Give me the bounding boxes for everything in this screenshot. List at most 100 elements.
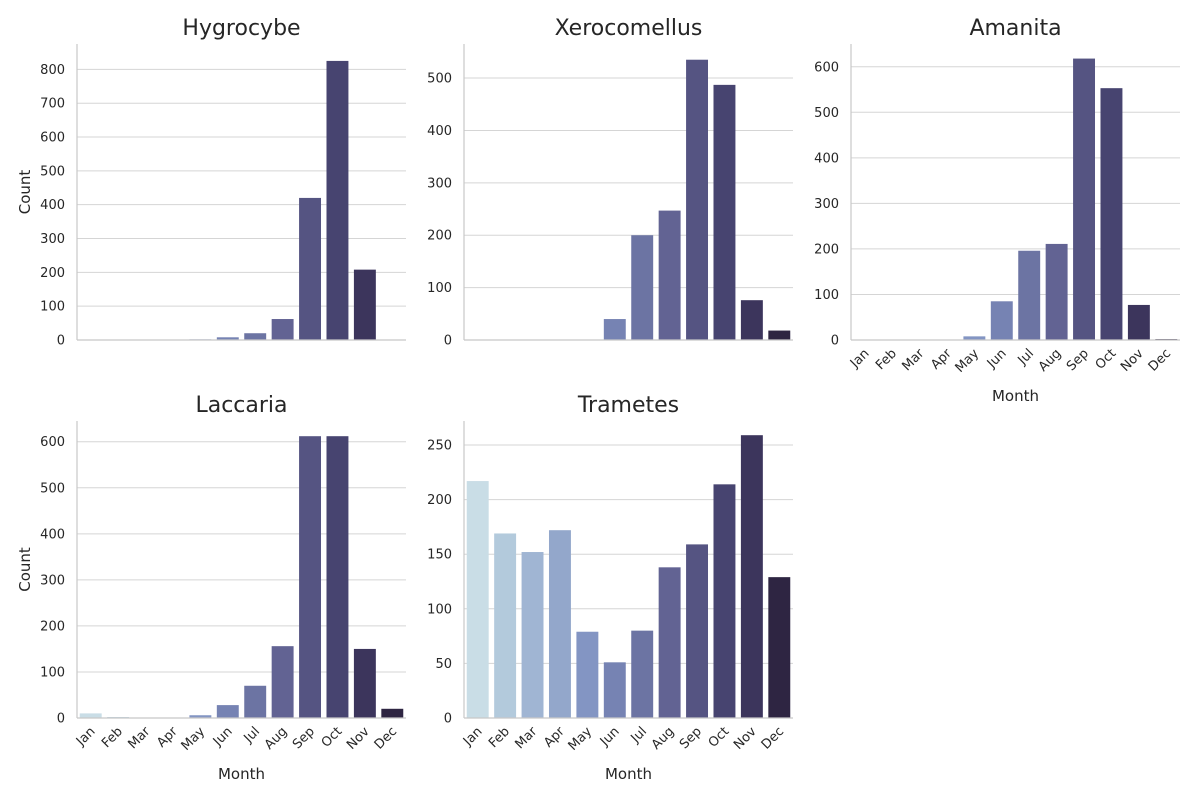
y-tick-label: 100 bbox=[427, 602, 452, 617]
y-tick-label: 0 bbox=[444, 712, 452, 727]
y-tick-label: 500 bbox=[814, 106, 839, 121]
x-tick-label: Feb bbox=[873, 346, 900, 373]
y-tick-label: 100 bbox=[40, 665, 65, 680]
x-tick-label: Jan bbox=[73, 724, 98, 749]
x-axis-label: Month bbox=[992, 387, 1039, 405]
x-tick-label: Jun bbox=[210, 724, 236, 750]
y-tick-label: 300 bbox=[40, 232, 65, 247]
bar-oct bbox=[326, 61, 348, 340]
x-tick-label: Mar bbox=[899, 346, 927, 374]
y-tick-label: 0 bbox=[831, 334, 839, 349]
bar-nov bbox=[1128, 305, 1150, 340]
y-tick-label: 250 bbox=[427, 439, 452, 454]
bar-mar bbox=[522, 552, 544, 718]
x-tick-label: Aug bbox=[262, 724, 291, 753]
y-tick-label: 0 bbox=[57, 712, 65, 727]
bar-oct bbox=[1100, 88, 1122, 340]
bar-nov bbox=[354, 649, 376, 718]
x-axis-label: Month bbox=[218, 765, 265, 783]
bar-sep bbox=[1073, 59, 1095, 340]
bar-jun bbox=[217, 705, 239, 718]
bar-sep bbox=[299, 436, 321, 718]
x-tick-label: Apr bbox=[541, 724, 568, 751]
bar-jul bbox=[1018, 251, 1040, 340]
bar-aug bbox=[272, 646, 294, 718]
x-tick-label: May bbox=[953, 346, 983, 376]
bar-apr bbox=[549, 530, 571, 718]
x-tick-label: Jun bbox=[984, 346, 1010, 372]
bar-sep bbox=[686, 544, 708, 718]
bar-nov bbox=[741, 300, 763, 340]
bar-jun bbox=[991, 301, 1013, 340]
bar-oct bbox=[713, 484, 735, 718]
bar-aug bbox=[659, 211, 681, 340]
bar-jun bbox=[604, 319, 626, 340]
x-tick-label: Mar bbox=[512, 724, 540, 752]
bar-jan bbox=[80, 713, 102, 718]
y-tick-label: 200 bbox=[427, 493, 452, 508]
x-tick-label: Mar bbox=[125, 724, 153, 752]
y-tick-label: 500 bbox=[40, 164, 65, 179]
x-tick-label: Sep bbox=[677, 724, 705, 752]
bar-jul bbox=[244, 686, 266, 718]
y-tick-label: 800 bbox=[40, 63, 65, 78]
chart-title: Laccaria bbox=[195, 393, 287, 418]
x-axis-label: Month bbox=[605, 765, 652, 783]
bar-aug bbox=[659, 567, 681, 718]
x-tick-label: Jan bbox=[460, 724, 485, 749]
y-axis-label: Count bbox=[16, 547, 34, 592]
x-tick-label: Sep bbox=[290, 724, 318, 752]
x-tick-label: May bbox=[566, 724, 596, 754]
bar-may bbox=[576, 632, 598, 718]
x-tick-label: Dec bbox=[1146, 346, 1174, 374]
chart-title: Hygrocybe bbox=[182, 16, 300, 41]
y-tick-label: 200 bbox=[40, 266, 65, 281]
x-tick-label: Oct bbox=[319, 724, 346, 751]
x-tick-label: Jul bbox=[1015, 346, 1037, 368]
bar-jan bbox=[467, 481, 489, 718]
bar-oct bbox=[326, 436, 348, 718]
y-tick-label: 200 bbox=[427, 229, 452, 244]
y-tick-label: 600 bbox=[40, 435, 65, 450]
x-tick-label: Nov bbox=[1118, 346, 1147, 375]
bar-sep bbox=[686, 60, 708, 340]
x-tick-label: Jul bbox=[241, 724, 263, 746]
x-tick-label: Aug bbox=[1036, 346, 1065, 375]
y-tick-label: 300 bbox=[814, 197, 839, 212]
x-tick-label: Jan bbox=[847, 346, 872, 371]
bar-aug bbox=[1046, 244, 1068, 340]
bar-jul bbox=[631, 235, 653, 340]
x-tick-label: Aug bbox=[649, 724, 678, 753]
x-tick-label: Sep bbox=[1064, 346, 1092, 374]
y-tick-label: 400 bbox=[40, 527, 65, 542]
bar-oct bbox=[713, 85, 735, 340]
y-tick-label: 500 bbox=[40, 481, 65, 496]
bar-feb bbox=[494, 533, 516, 718]
y-tick-label: 0 bbox=[444, 334, 452, 349]
y-tick-label: 700 bbox=[40, 97, 65, 112]
bar-nov bbox=[354, 270, 376, 340]
y-tick-label: 400 bbox=[40, 198, 65, 213]
y-tick-label: 600 bbox=[814, 60, 839, 75]
x-tick-label: Nov bbox=[731, 724, 760, 753]
y-tick-label: 150 bbox=[427, 548, 452, 563]
chart-title: Trametes bbox=[577, 393, 679, 418]
y-tick-label: 200 bbox=[40, 619, 65, 634]
y-tick-label: 500 bbox=[427, 72, 452, 87]
chart-title: Xerocomellus bbox=[555, 16, 703, 41]
x-tick-label: Jun bbox=[597, 724, 623, 750]
x-tick-label: Apr bbox=[928, 346, 955, 373]
bar-nov bbox=[741, 435, 763, 718]
x-tick-label: Dec bbox=[372, 724, 400, 752]
bar-dec bbox=[768, 577, 790, 718]
y-tick-label: 300 bbox=[40, 573, 65, 588]
y-tick-label: 0 bbox=[57, 334, 65, 349]
x-tick-label: Nov bbox=[344, 724, 373, 753]
bar-sep bbox=[299, 198, 321, 340]
bar-jul bbox=[631, 631, 653, 718]
